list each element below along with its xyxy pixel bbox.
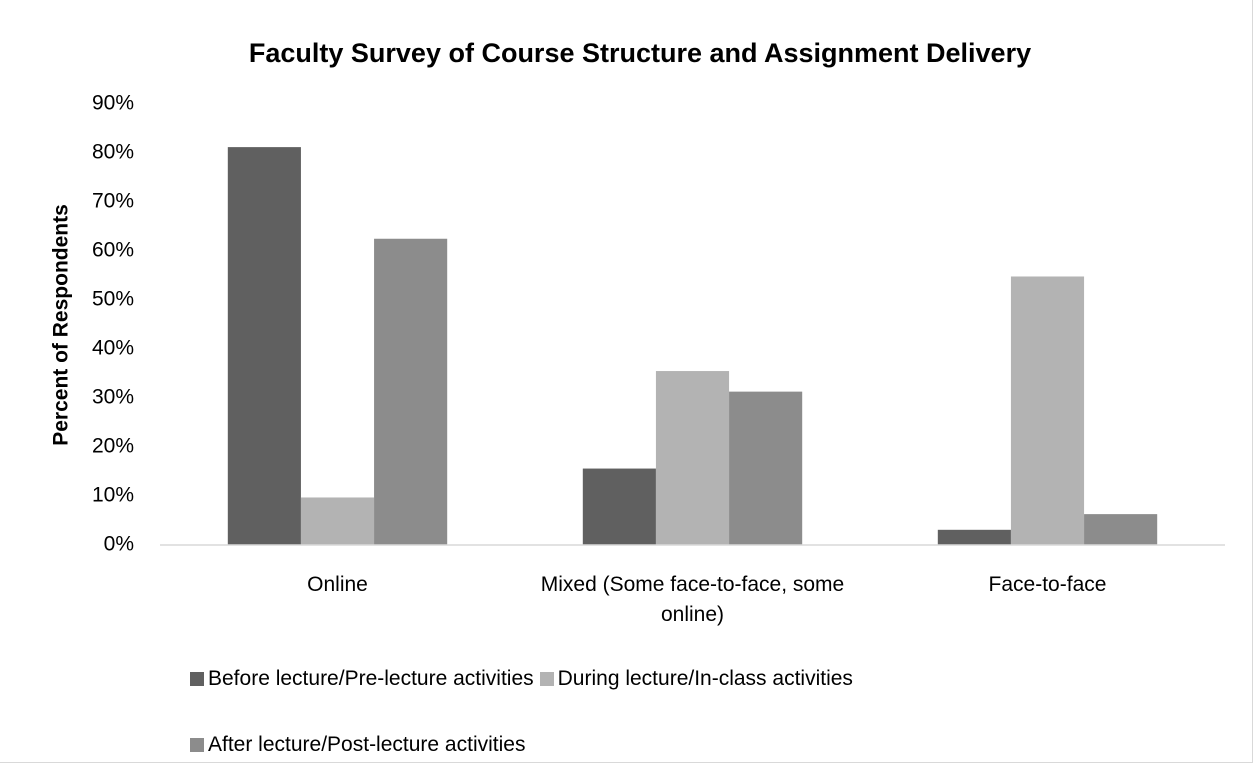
bar <box>1010 276 1085 545</box>
legend-swatch <box>190 672 204 686</box>
bar <box>582 468 656 545</box>
bar <box>1084 514 1158 545</box>
y-tick-label: 70% <box>92 190 134 213</box>
y-tick-label: 20% <box>92 435 134 458</box>
legend-item: Before lecture/Pre-lecture activities <box>190 662 534 696</box>
legend: Before lecture/Pre-lecture activities Dur… <box>190 662 1090 762</box>
bar <box>300 497 375 545</box>
y-tick-label: 50% <box>92 288 134 311</box>
y-tick-label: 90% <box>92 92 134 115</box>
bar <box>374 238 448 545</box>
bar <box>729 391 803 545</box>
legend-label: After lecture/Post-lecture activities <box>208 733 526 756</box>
bar <box>227 147 301 545</box>
y-tick-label: 60% <box>92 239 134 262</box>
x-tick-label: Online <box>307 573 368 596</box>
y-tick-label: 40% <box>92 337 134 360</box>
legend-swatch <box>190 738 204 752</box>
legend-item: After lecture/Post-lecture activities <box>190 728 525 762</box>
bar <box>655 371 730 545</box>
bar <box>937 529 1011 545</box>
legend-swatch <box>539 672 554 686</box>
chart-title: Faculty Survey of Course Structure and A… <box>249 38 1031 68</box>
x-tick-label: Mixed (Some face-to-face, some online) <box>540 573 845 626</box>
x-tick-label: Face-to-face <box>988 573 1107 596</box>
y-tick-label: 80% <box>92 141 134 164</box>
y-axis-label: Percent of Respondents <box>50 204 73 446</box>
legend-item: During lecture/In-class activities <box>539 662 853 696</box>
legend-label: During lecture/In-class activities <box>557 667 853 690</box>
y-tick-label: 0% <box>104 533 134 556</box>
legend-label: Before lecture/Pre-lecture activities <box>208 667 534 690</box>
y-tick-label: 30% <box>92 386 134 409</box>
y-tick-label: 10% <box>92 484 134 507</box>
